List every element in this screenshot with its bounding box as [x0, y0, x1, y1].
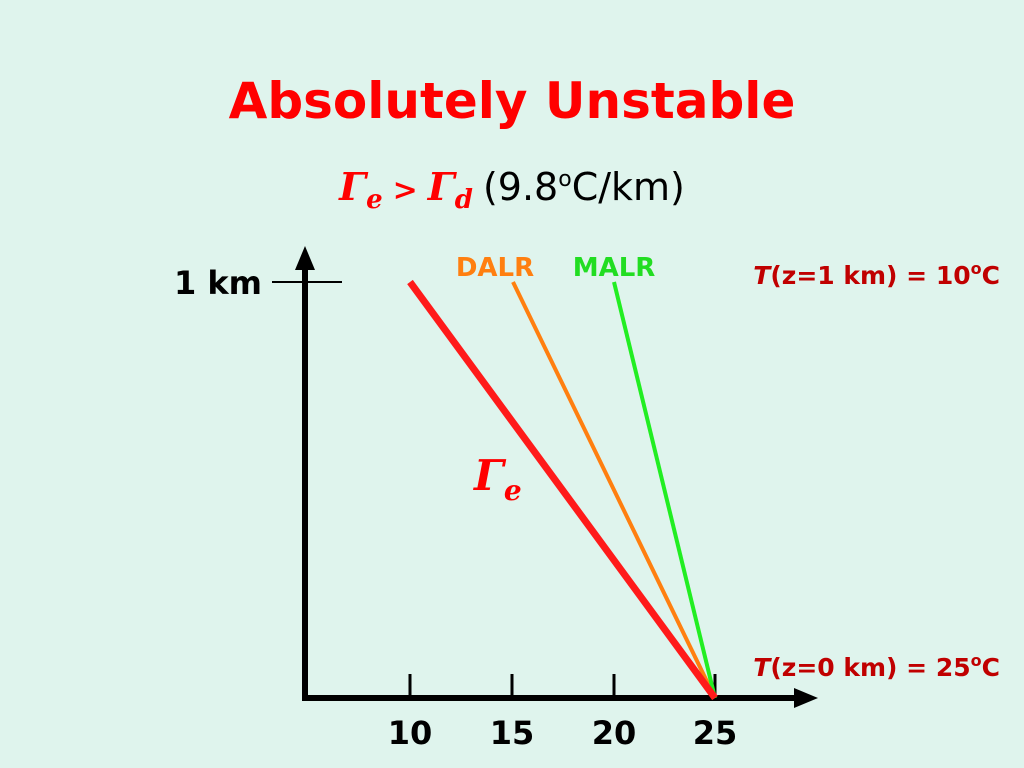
top-annotation: T(z=1 km) = 10oC [753, 259, 1000, 290]
temperature-symbol: T [753, 261, 772, 290]
gamma-symbol: Γ [338, 164, 369, 209]
malr-line [612, 281, 717, 699]
x-tick-label: 25 [693, 714, 738, 752]
operator: > [393, 173, 418, 208]
gamma-symbol: Γ [427, 164, 458, 209]
superscript: o [971, 259, 982, 278]
gamma-symbol: Γ [473, 451, 507, 500]
environmental-line [407, 279, 718, 701]
annotation-text: (z=0 km) = 25 [770, 653, 970, 682]
superscript: o [971, 651, 982, 670]
dalr-line [511, 281, 717, 699]
y-axis-label: 1 km [174, 264, 262, 302]
subtitle: Γe > Γd (9.8oC/km) [338, 164, 685, 215]
x-tick-label: 10 [388, 714, 433, 752]
gamma-e-label: Γe [473, 451, 522, 507]
value-unit: C/km) [572, 165, 685, 209]
gamma-subscript: d [455, 185, 473, 215]
dalr-label: DALR [456, 253, 534, 283]
bottom-annotation: T(z=0 km) = 25oC [753, 651, 1000, 682]
annotation-unit: C [982, 653, 1000, 682]
x-tick-label: 20 [592, 714, 637, 752]
x-arrow [794, 688, 818, 708]
y-arrow [295, 246, 315, 270]
superscript: o [558, 167, 571, 192]
x-tick-label: 15 [490, 714, 535, 752]
annotation-text: (z=1 km) = 10 [770, 261, 970, 290]
malr-label: MALR [573, 253, 656, 283]
gamma-subscript: e [366, 185, 383, 215]
temperature-symbol: T [753, 653, 772, 682]
x-ticks: 10 15 20 25 [388, 674, 738, 752]
gamma-subscript: e [504, 474, 522, 507]
annotation-unit: C [982, 261, 1000, 290]
title: Absolutely Unstable [229, 72, 796, 130]
value: (9.8 [483, 165, 558, 209]
